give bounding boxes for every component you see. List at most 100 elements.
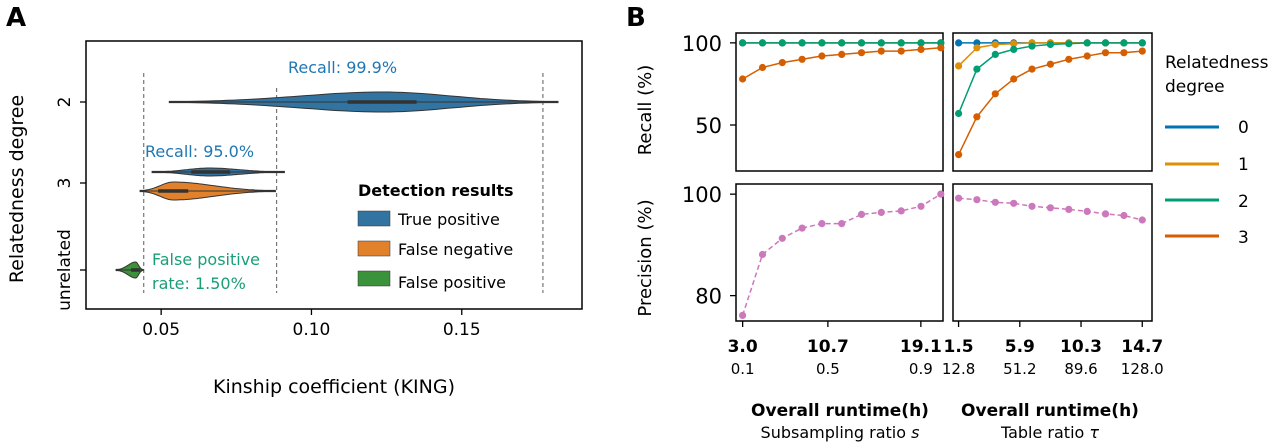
y-axis-label: Relatedness degree: [6, 95, 28, 283]
recall-series-degree-3-point-2: [778, 59, 786, 67]
x-axis-ticks: 0.05 0.10 0.15: [142, 309, 481, 340]
threshold-lines: [143, 73, 544, 293]
panel-a-letter: A: [6, 3, 26, 33]
subsampling-runtime-tick-2: 19.1: [900, 337, 942, 357]
x-axis-ticks: 3.0 0.1 10.7 0.5 19.1 0.9 1.5 12.8 5.9 51.2 10.3 89…: [728, 321, 1164, 378]
subsampling-runtime-tick-1: 10.7: [807, 337, 849, 357]
recall-series-degree-3-point-3: [1010, 75, 1018, 83]
recall-series-degree-2-point-1: [973, 65, 981, 73]
table-ratio-label: Table ratio τ: [1000, 423, 1099, 442]
x-axis-label: Kinship coefficient (KING): [213, 376, 455, 398]
recall-series-degree-3-point-3: [798, 55, 806, 63]
recall-series-degree-3-point-8: [1101, 49, 1110, 57]
y-tick-label-2: unrelated: [55, 229, 75, 311]
subsampling-ratio-symbol: s: [911, 423, 919, 442]
recall-series-degree-3-point-5: [838, 50, 846, 59]
subsampling-ratio-label: Subsampling ratio s: [761, 423, 920, 442]
subsampling-ratio-text: Subsampling ratio: [761, 423, 912, 442]
relatedness-legend: Relatedness degree 0 1 2 3: [1165, 53, 1269, 248]
precision-series-point-4: [818, 220, 826, 228]
precision-series-point-7: [877, 208, 885, 216]
recall-series-degree-2-point-5: [838, 39, 846, 47]
precision-series-point-2: [991, 198, 999, 206]
recall-series-degree-3-point-0: [739, 75, 747, 83]
legend-title-line2: degree: [1165, 77, 1225, 97]
recall-series-degree-3-point-7: [877, 47, 885, 55]
recall-series-degree-2-point-0: [955, 109, 963, 118]
recall-series-degree-2-point-2: [991, 50, 999, 59]
recall-series-degree-2-line: [957, 42, 1143, 114]
detection-legend: Detection results True positive False ne…: [357, 181, 514, 292]
table-runtime-tick-1: 5.9: [1005, 337, 1035, 357]
subsampling-ratio-tick-2: 0.9: [909, 360, 933, 378]
subplot-frame: [952, 183, 1153, 322]
violins: [115, 91, 559, 279]
recall-series-degree-2-point-0: [739, 39, 747, 47]
precision-series-line: [741, 193, 942, 316]
recall-series-degree-3-point-0: [955, 151, 963, 159]
precision-series-point-4: [1028, 202, 1036, 210]
recall-series-degree-3-point-9: [917, 45, 925, 54]
recall-series-degree-3-point-9: [1120, 49, 1128, 57]
legend-label-true-positive: True positive: [397, 210, 500, 229]
x-tick-label-2: 0.15: [443, 320, 481, 340]
panel-a-frame: [85, 40, 583, 310]
recall-series-degree-3-point-10: [1138, 47, 1146, 55]
recall-series-degree-3-point-6: [1065, 55, 1073, 63]
legend-label-3: 3: [1238, 228, 1249, 248]
legend-label-0: 0: [1238, 118, 1249, 138]
recall-series-degree-3-point-4: [1028, 65, 1036, 73]
subsampling-runtime-label: Overall runtime(h): [751, 401, 929, 421]
recall-series-degree-1-point-1: [973, 44, 981, 52]
recall-series-degree-3-point-1: [758, 63, 767, 72]
recall-series-degree-2-point-9: [1120, 39, 1128, 47]
legend-swatch-false-positive: [357, 270, 391, 287]
recall-series-degree-3-point-2: [991, 90, 999, 98]
table-runtime-tick-0: 1.5: [944, 337, 974, 357]
precision-series-point-10: [937, 190, 945, 198]
recall-series-degree-3-point-5: [1046, 60, 1054, 68]
x-tick-label-0: 0.05: [142, 320, 180, 340]
annotation-recall-3: Recall: 95.0%: [145, 142, 254, 161]
legend-swatch-false-negative: [357, 240, 391, 257]
recall-series-degree-1-point-0: [955, 62, 963, 70]
subplot-frame: [735, 183, 944, 322]
table-ratio-symbol: τ: [1089, 423, 1099, 442]
recall-series-degree-2-point-10: [1138, 39, 1146, 47]
recall-series-degree-3-point-7: [1083, 52, 1091, 60]
recall-series-degree-1-point-3: [1010, 40, 1018, 48]
precision-series-point-8: [1101, 210, 1110, 218]
table-runtime-tick-2: 10.3: [1060, 337, 1102, 357]
precision-series-point-5: [1046, 204, 1054, 212]
legend-label-false-positive: False positive: [398, 273, 506, 292]
subsampling-recall-subplot: [735, 32, 945, 172]
recall-series-degree-2-point-8: [897, 39, 905, 47]
precision-series-point-10: [1138, 216, 1146, 224]
precision-series-point-3: [798, 224, 806, 232]
annotation-fp-line1: False positive: [152, 250, 260, 269]
subplot-frame: [735, 32, 944, 172]
precision-y-label: Precision (%): [635, 199, 656, 316]
recall-series-degree-2-point-7: [1083, 39, 1091, 47]
recall-series-degree-2-point-3: [798, 39, 806, 47]
y-tick-label-1: 50: [695, 114, 722, 138]
y-tick-label-1: 80: [695, 285, 722, 309]
legend-label-false-negative: False negative: [398, 240, 513, 259]
table-ratio-precision-subplot: [952, 183, 1153, 322]
precision-series-point-8: [897, 207, 905, 215]
recall-series-degree-3-point-1: [973, 113, 981, 121]
table-runtime-tick-3: 14.7: [1121, 337, 1163, 357]
recall-series-degree-2-point-4: [818, 39, 826, 47]
precision-series-point-7: [1083, 207, 1091, 215]
precision-series-point-6: [857, 210, 866, 218]
recall-series-degree-2-point-4: [1028, 42, 1036, 50]
recall-series-degree-2-point-6: [1065, 40, 1073, 48]
table-ratio-recall-subplot: [952, 32, 1153, 172]
recall-series-degree-3-point-10: [937, 44, 945, 52]
table-ratio-tick-3: 128.0: [1121, 360, 1164, 378]
precision-series-point-3: [1010, 199, 1018, 207]
subsampling-ratio-tick-1: 0.5: [816, 360, 840, 378]
precision-series-point-1: [973, 196, 981, 204]
precision-series-point-9: [1120, 211, 1128, 220]
precision-series-point-9: [917, 202, 925, 210]
